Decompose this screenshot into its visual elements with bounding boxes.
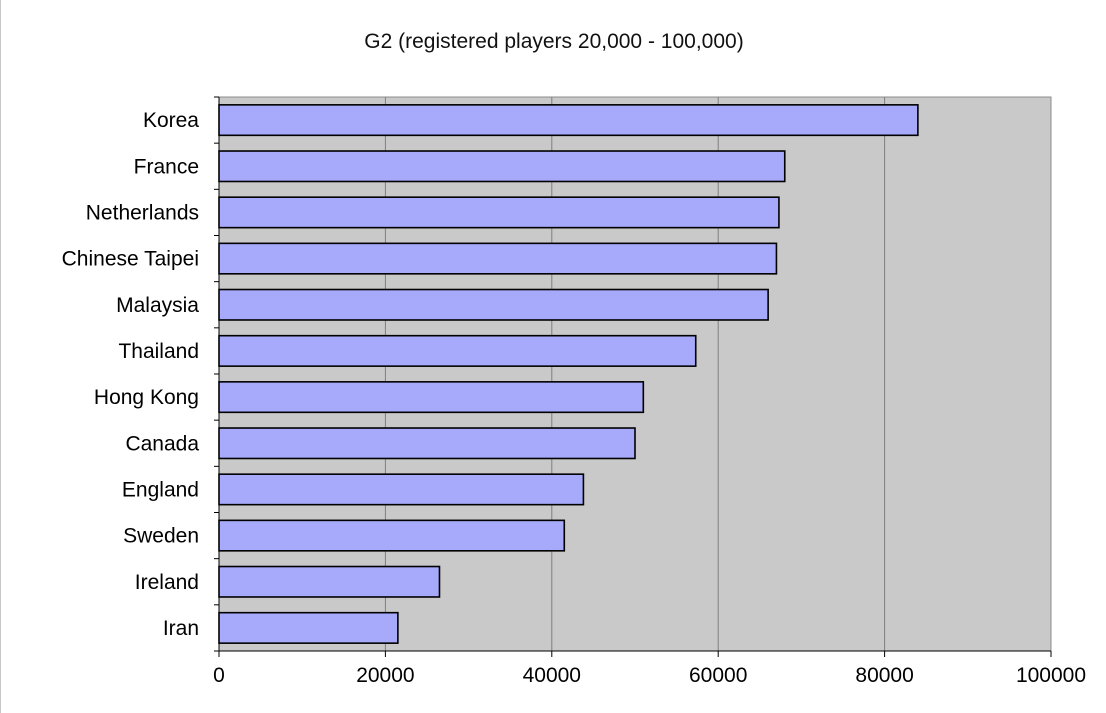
bar	[218, 150, 786, 183]
x-tick-label: 0	[213, 664, 225, 687]
bar	[218, 381, 645, 414]
y-category-label: Canada	[125, 432, 199, 455]
y-category-label: Iran	[163, 617, 199, 640]
x-tick-label: 40000	[523, 664, 581, 687]
y-category-label: France	[134, 155, 199, 178]
y-category-label: England	[122, 478, 199, 501]
bar	[218, 334, 697, 367]
y-category-label: Ireland	[135, 571, 199, 594]
bar	[218, 242, 778, 275]
y-category-label: Korea	[143, 109, 199, 132]
bar	[218, 611, 399, 644]
plot-area: 0 20000 40000 60000 80000 100000 Korea France Ne…	[62, 96, 1086, 687]
chart-title: G2 (registered players 20,000 - 100,000)	[364, 30, 744, 53]
bar	[218, 427, 636, 460]
x-tick-label: 60000	[689, 664, 747, 687]
bar	[218, 565, 441, 598]
y-category-label: Netherlands	[86, 201, 199, 224]
plot-background	[218, 96, 1052, 652]
y-category-label: Chinese Taipei	[62, 248, 199, 271]
bar	[218, 104, 919, 137]
bar	[218, 473, 585, 506]
y-category-label: Sweden	[123, 525, 199, 548]
bar	[218, 196, 780, 229]
x-tick-label: 100000	[1016, 664, 1086, 687]
x-tick-label: 80000	[855, 664, 913, 687]
bar	[218, 519, 566, 552]
y-category-label: Hong Kong	[94, 386, 199, 409]
y-category-label: Malaysia	[116, 294, 199, 317]
bar	[218, 288, 769, 321]
x-tick-label: 20000	[356, 664, 414, 687]
y-category-label: Thailand	[118, 340, 199, 363]
